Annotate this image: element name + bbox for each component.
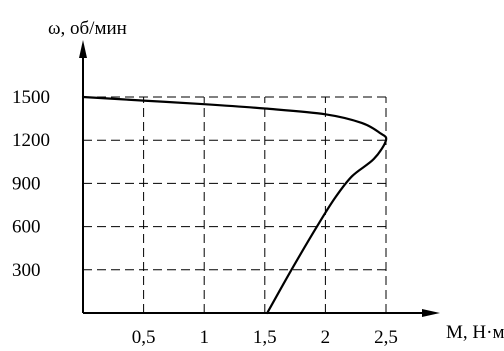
x-tick-label: 2,5: [374, 327, 398, 348]
y-tick-label: 1500: [12, 87, 50, 108]
x-tick-label: 1,5: [253, 327, 277, 348]
x-tick-label: 1: [199, 327, 209, 348]
y-tick-label: 900: [12, 173, 41, 194]
y-tick-label: 600: [12, 217, 41, 238]
tick-labels: 0,5 1 1,5 2 2,5 300 600 900 1200 1500: [12, 87, 398, 348]
axes: [79, 40, 440, 317]
y-tick-label: 300: [12, 260, 41, 281]
x-tick-label: 2: [321, 327, 331, 348]
series: [81, 95, 388, 315]
y-axis-label: ω, об/мин: [48, 18, 127, 39]
y-axis-arrow-icon: [79, 40, 87, 58]
x-axis-label: M, Н·м: [446, 322, 504, 343]
x-axis-arrow-icon: [422, 309, 440, 317]
grid: [83, 96, 387, 313]
x-tick-label: 0,5: [132, 327, 156, 348]
series-line: [81, 95, 388, 315]
y-tick-label: 1200: [12, 130, 50, 151]
